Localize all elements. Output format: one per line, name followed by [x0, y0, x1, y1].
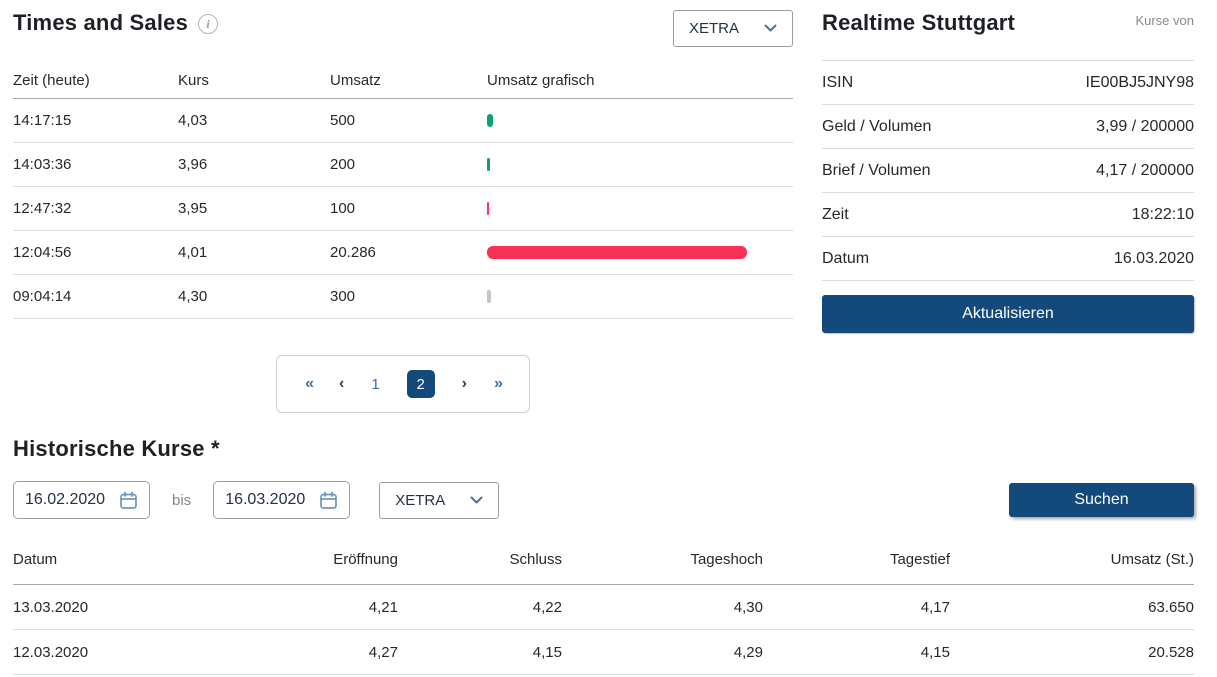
info-icon[interactable]: i [198, 14, 219, 34]
historical-prices-panel: Historische Kurse * 16.02.2020 bis 16.03… [13, 436, 1194, 675]
realtime-row-datum: Datum 16.03.2020 [822, 237, 1194, 281]
cell-umsatz: 200 [330, 156, 356, 173]
volume-bar [487, 114, 493, 127]
table-row: 12:47:32 3,95 100 [13, 187, 793, 231]
cell-zeit: 14:17:15 [13, 112, 72, 129]
times-and-sales-panel: Times and Sales i XETRA Zeit (heute) Kur… [13, 10, 793, 413]
times-sales-header-row: Zeit (heute) Kurs Umsatz Umsatz grafisch [13, 62, 793, 99]
column-header-umsatz: Umsatz [330, 71, 381, 89]
historical-title: Historische Kurse * [13, 436, 220, 461]
volume-bar [487, 158, 490, 171]
date-to-value: 16.03.2020 [225, 491, 306, 508]
column-header-tageshoch: Tageshoch [690, 551, 763, 568]
volume-bar [487, 246, 747, 259]
search-button[interactable]: Suchen [1009, 483, 1194, 517]
exchange-select-value: XETRA [395, 491, 446, 509]
cell-tagestief: 4,15 [920, 643, 950, 661]
cell-schluss: 4,15 [532, 643, 562, 661]
bis-label: bis [172, 491, 192, 509]
refresh-button[interactable]: Aktualisieren [822, 295, 1194, 333]
table-row: 14:03:36 3,96 200 [13, 143, 793, 187]
kurse-von-label: Kurse von [1135, 13, 1194, 28]
table-row: 13.03.2020 4,21 4,22 4,30 4,17 63.650 [13, 585, 1194, 630]
cell-zeit: 09:04:14 [13, 288, 72, 305]
row-value: IE00BJ5JNY98 [1085, 73, 1194, 91]
historical-controls: 16.02.2020 bis 16.03.2020 XETRA Suchen [13, 481, 1194, 519]
cell-zeit: 14:03:36 [13, 156, 72, 173]
row-label: Geld / Volumen [822, 117, 932, 135]
cell-umsatz: 100 [330, 200, 356, 217]
historical-exchange-select[interactable]: XETRA [379, 481, 500, 519]
cell-zeit: 12:47:32 [13, 200, 72, 217]
cell-kurs: 3,95 [178, 200, 208, 217]
row-label: Datum [822, 249, 870, 267]
column-header-eroeffnung: Eröffnung [333, 551, 398, 568]
table-row: 14:17:15 4,03 500 [13, 99, 793, 143]
cell-eroeffnung: 4,21 [368, 598, 398, 616]
calendar-icon [120, 491, 137, 509]
pagination-page-1[interactable]: 1 [371, 375, 380, 393]
cell-kurs: 4,01 [178, 244, 208, 261]
realtime-row-geld: Geld / Volumen 3,99 / 200000 [822, 105, 1194, 149]
exchange-select[interactable]: XETRA [673, 10, 793, 47]
cell-kurs: 3,96 [178, 156, 208, 173]
column-header-umsatz-grafisch: Umsatz grafisch [487, 71, 595, 89]
historical-header-row: Datum Eröffnung Schluss Tageshoch Tagest… [13, 535, 1194, 585]
column-header-umsatz: Umsatz (St.) [1110, 551, 1194, 568]
cell-tagestief: 4,17 [920, 598, 950, 616]
row-value: 4,17 / 200000 [1096, 161, 1194, 179]
date-from-value: 16.02.2020 [25, 491, 106, 508]
pagination-first-button[interactable]: « [305, 375, 314, 392]
date-to-input[interactable]: 16.03.2020 [213, 481, 351, 519]
column-header-datum: Datum [13, 551, 58, 568]
realtime-stuttgart-panel: Realtime Stuttgart Kurse von ISIN IE00BJ… [822, 10, 1194, 333]
cell-eroeffnung: 4,27 [368, 643, 398, 661]
chevron-down-icon [764, 24, 777, 32]
cell-umsatz: 500 [330, 112, 356, 129]
column-header-kurs: Kurs [178, 71, 209, 89]
table-row: 12:04:56 4,01 20.286 [13, 231, 793, 275]
cell-kurs: 4,30 [178, 288, 208, 305]
table-row: 09:04:14 4,30 300 [13, 275, 793, 319]
cell-kurs: 4,03 [178, 112, 208, 129]
cell-tageshoch: 4,30 [733, 598, 763, 616]
realtime-title: Realtime Stuttgart [822, 10, 1016, 35]
pagination-prev-button[interactable]: ‹ [339, 375, 345, 392]
cell-tageshoch: 4,29 [733, 643, 763, 661]
column-header-tagestief: Tagestief [889, 551, 950, 568]
calendar-icon [320, 491, 338, 509]
row-value: 16.03.2020 [1113, 249, 1194, 267]
row-label: Zeit [822, 205, 849, 223]
pagination-next-button[interactable]: › [461, 375, 467, 392]
row-value: 18:22:10 [1131, 205, 1194, 223]
chevron-down-icon [470, 496, 483, 503]
realtime-row-brief: Brief / Volumen 4,17 / 200000 [822, 149, 1194, 193]
date-from-input[interactable]: 16.02.2020 [13, 481, 150, 519]
row-value: 3,99 / 200000 [1096, 117, 1194, 135]
realtime-row-isin: ISIN IE00BJ5JNY98 [822, 61, 1194, 105]
column-header-zeit: Zeit (heute) [13, 71, 90, 89]
row-label: Brief / Volumen [822, 161, 931, 179]
cell-zeit: 12:04:56 [13, 244, 72, 261]
cell-datum: 12.03.2020 [13, 643, 89, 661]
times-and-sales-title: Times and Sales [13, 10, 189, 35]
pagination: « ‹ 1 2 › » [276, 355, 530, 413]
volume-bar [487, 202, 489, 215]
cell-umsatz: 20.528 [1148, 643, 1194, 661]
cell-schluss: 4,22 [532, 598, 562, 616]
pagination-page-2-active[interactable]: 2 [406, 370, 435, 398]
cell-umsatz: 63.650 [1148, 598, 1194, 616]
table-row: 12.03.2020 4,27 4,15 4,29 4,15 20.528 [13, 630, 1194, 675]
realtime-row-zeit: Zeit 18:22:10 [822, 193, 1194, 237]
row-label: ISIN [822, 73, 854, 91]
pagination-last-button[interactable]: » [494, 375, 503, 392]
column-header-schluss: Schluss [509, 551, 562, 568]
cell-umsatz: 20.286 [330, 244, 376, 261]
volume-bar [487, 290, 491, 303]
exchange-select-value: XETRA [689, 20, 740, 37]
cell-datum: 13.03.2020 [13, 598, 89, 616]
cell-umsatz: 300 [330, 288, 356, 305]
